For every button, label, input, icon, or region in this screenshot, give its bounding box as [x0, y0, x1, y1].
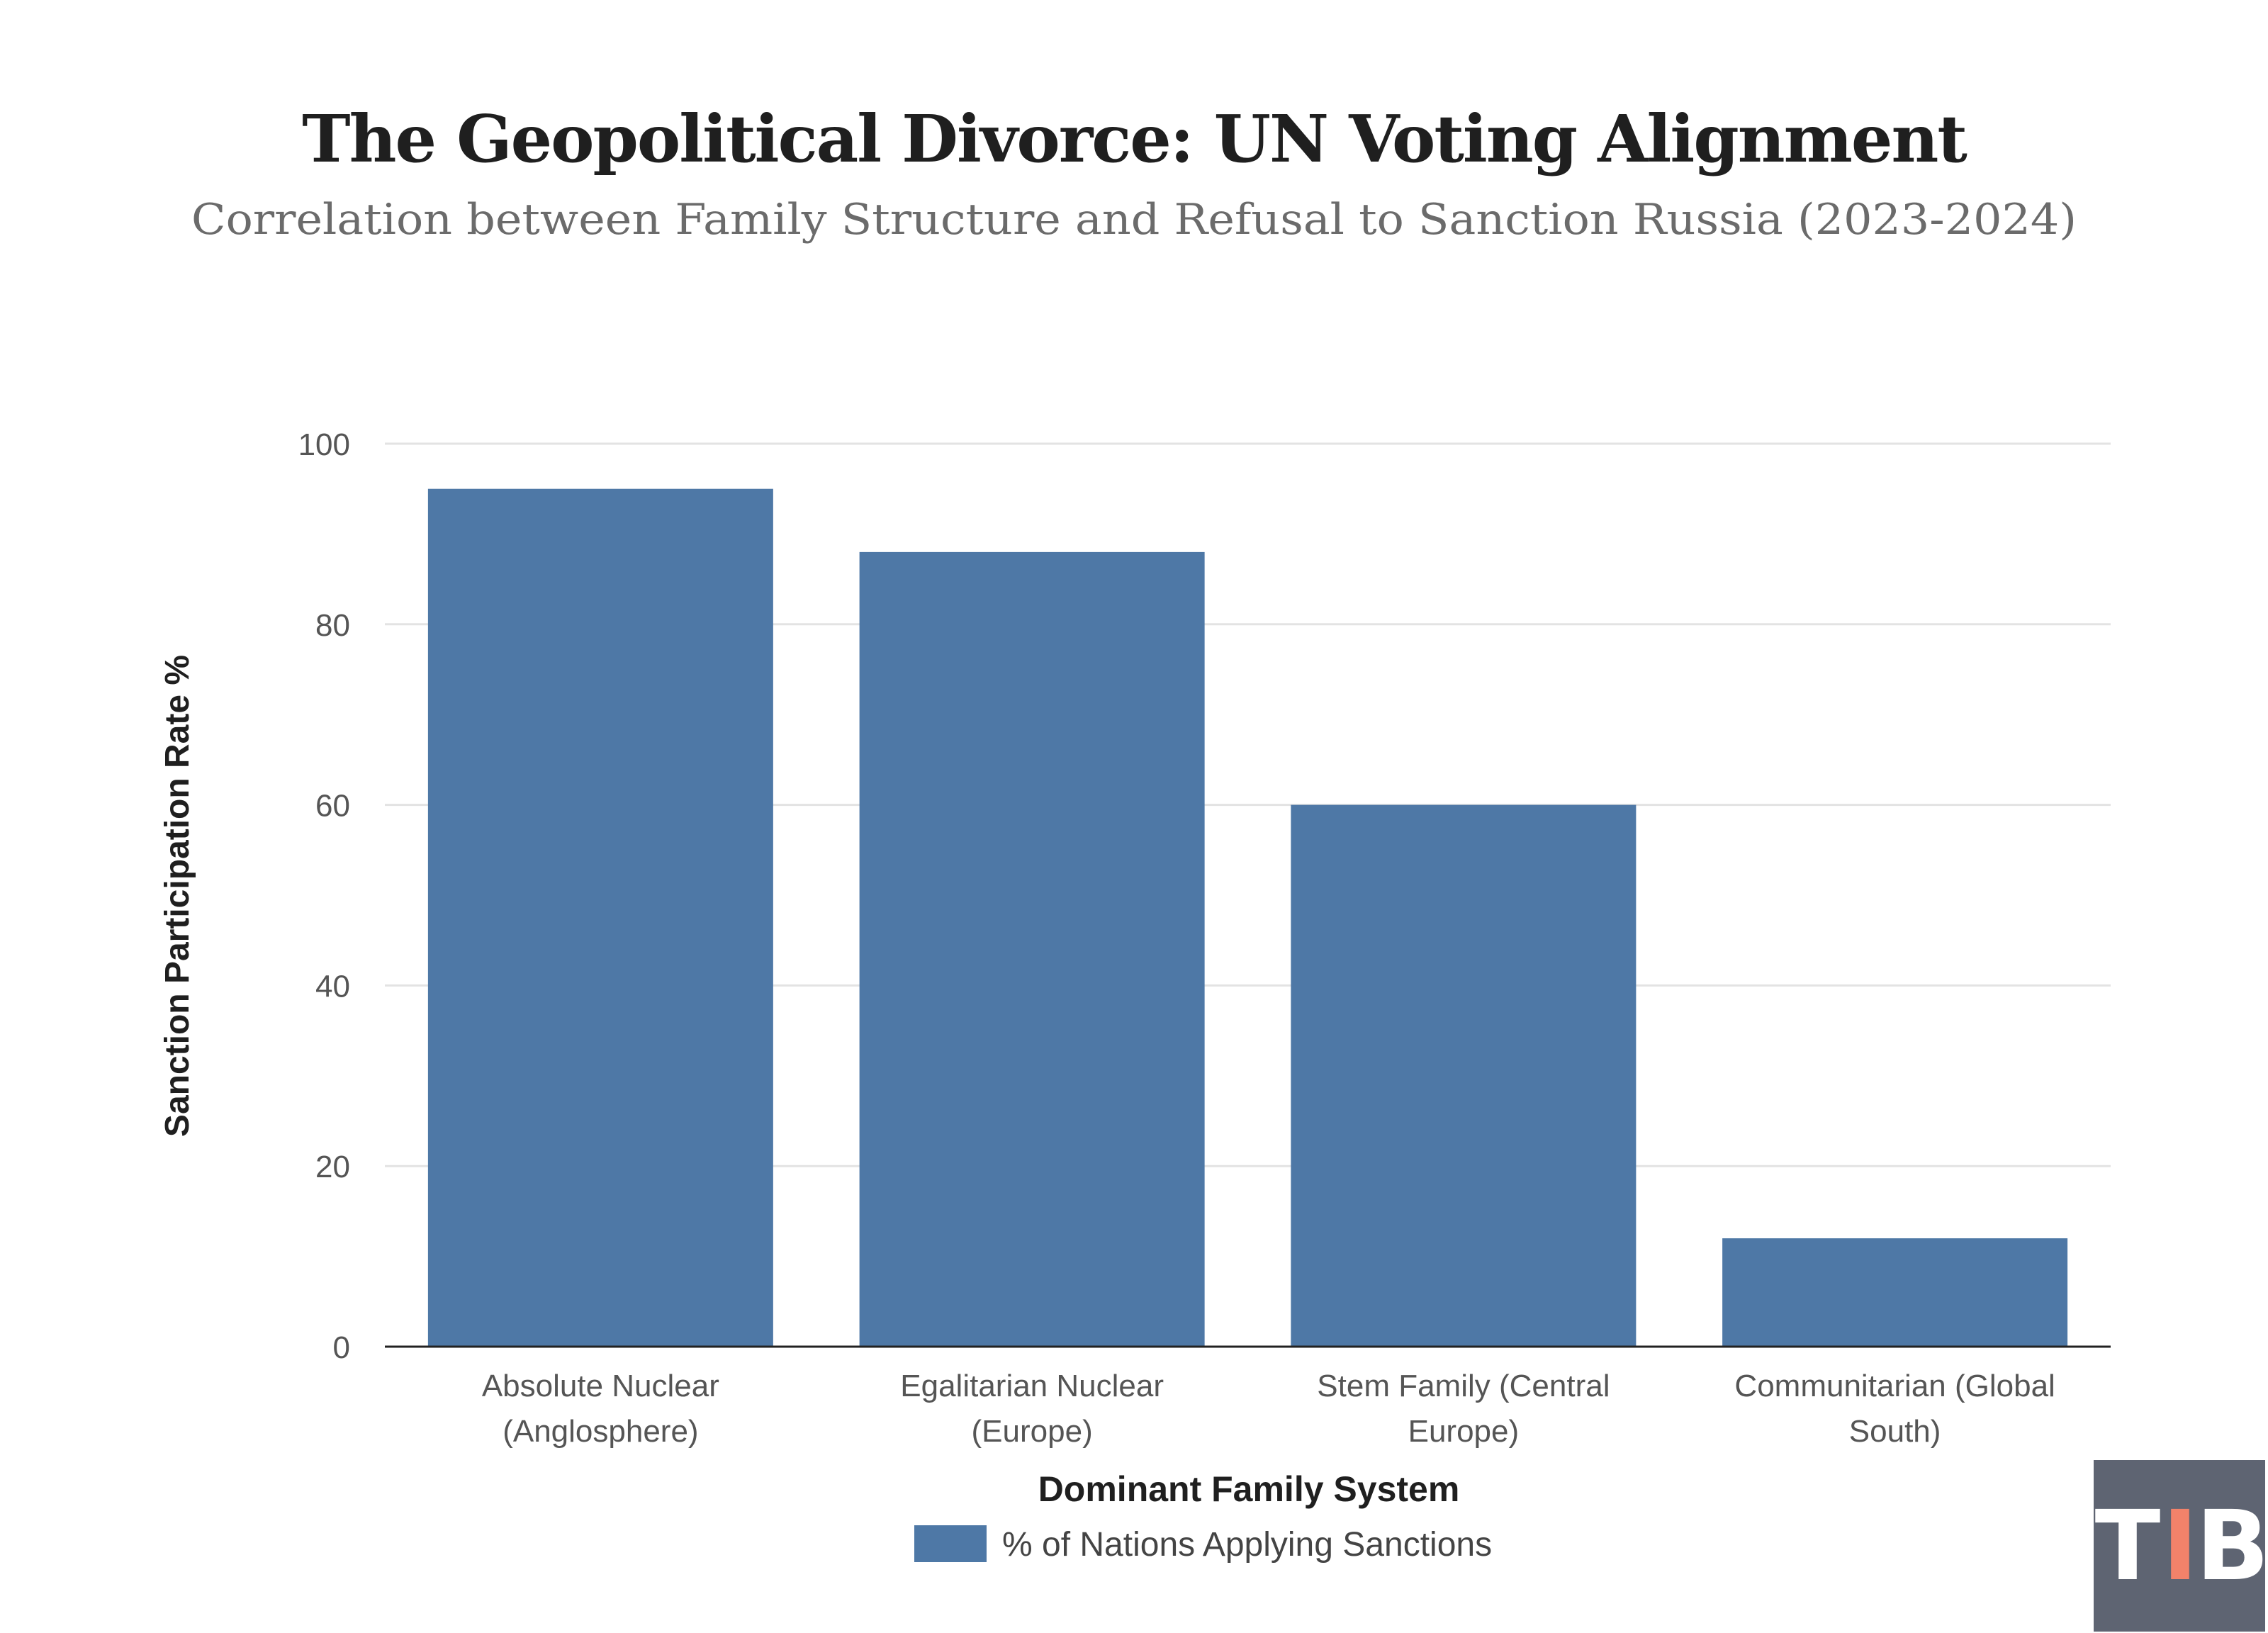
x-category-label: Egalitarian Nuclear: [900, 1369, 1164, 1403]
logo-letter-i: I: [2162, 1491, 2199, 1603]
y-tick-label: 100: [298, 427, 350, 462]
x-category-label: Absolute Nuclear: [482, 1369, 719, 1403]
bar[interactable]: [1722, 1238, 2068, 1347]
bar[interactable]: [859, 551, 1205, 1347]
x-category-label: Stem Family (Central: [1317, 1369, 1610, 1403]
x-category-label: Europe): [1408, 1414, 1520, 1449]
logo-letter-b: B: [2196, 1491, 2268, 1603]
y-tick-label: 20: [315, 1150, 350, 1184]
y-axis-title: Sanction Participation Rate %: [159, 655, 196, 1137]
y-tick-label: 80: [315, 608, 350, 643]
logo-letter-t: T: [2095, 1491, 2161, 1603]
logo-background: [2094, 1460, 2265, 1632]
tib-logo: T I B: [2094, 1460, 2268, 1632]
bars: [427, 488, 2068, 1347]
legend-swatch: [914, 1525, 987, 1562]
x-category-label: (Anglosphere): [503, 1414, 698, 1449]
bar[interactable]: [427, 488, 773, 1347]
chart-title: The Geopolitical Divorce: UN Voting Alig…: [302, 101, 1967, 177]
x-axis-title: Dominant Family System: [1038, 1469, 1460, 1509]
y-tick-label: 40: [315, 969, 350, 1004]
legend[interactable]: % of Nations Applying Sanctions: [914, 1525, 1492, 1564]
y-axis-ticks: 0 20 40 60 80 100: [298, 427, 350, 1365]
y-tick-label: 60: [315, 789, 350, 824]
chart-subtitle: Correlation between Family Structure and…: [191, 195, 2077, 245]
legend-label: % of Nations Applying Sanctions: [1002, 1526, 1492, 1564]
x-category-label: Communitarian (Global: [1734, 1369, 2055, 1403]
x-category-label: (Europe): [972, 1414, 1093, 1449]
x-axis-categories: Absolute Nuclear (Anglosphere) Egalitarian…: [482, 1369, 2055, 1449]
bar[interactable]: [1291, 804, 1637, 1347]
y-tick-label: 0: [333, 1330, 350, 1365]
x-category-label: South): [1849, 1414, 1941, 1449]
